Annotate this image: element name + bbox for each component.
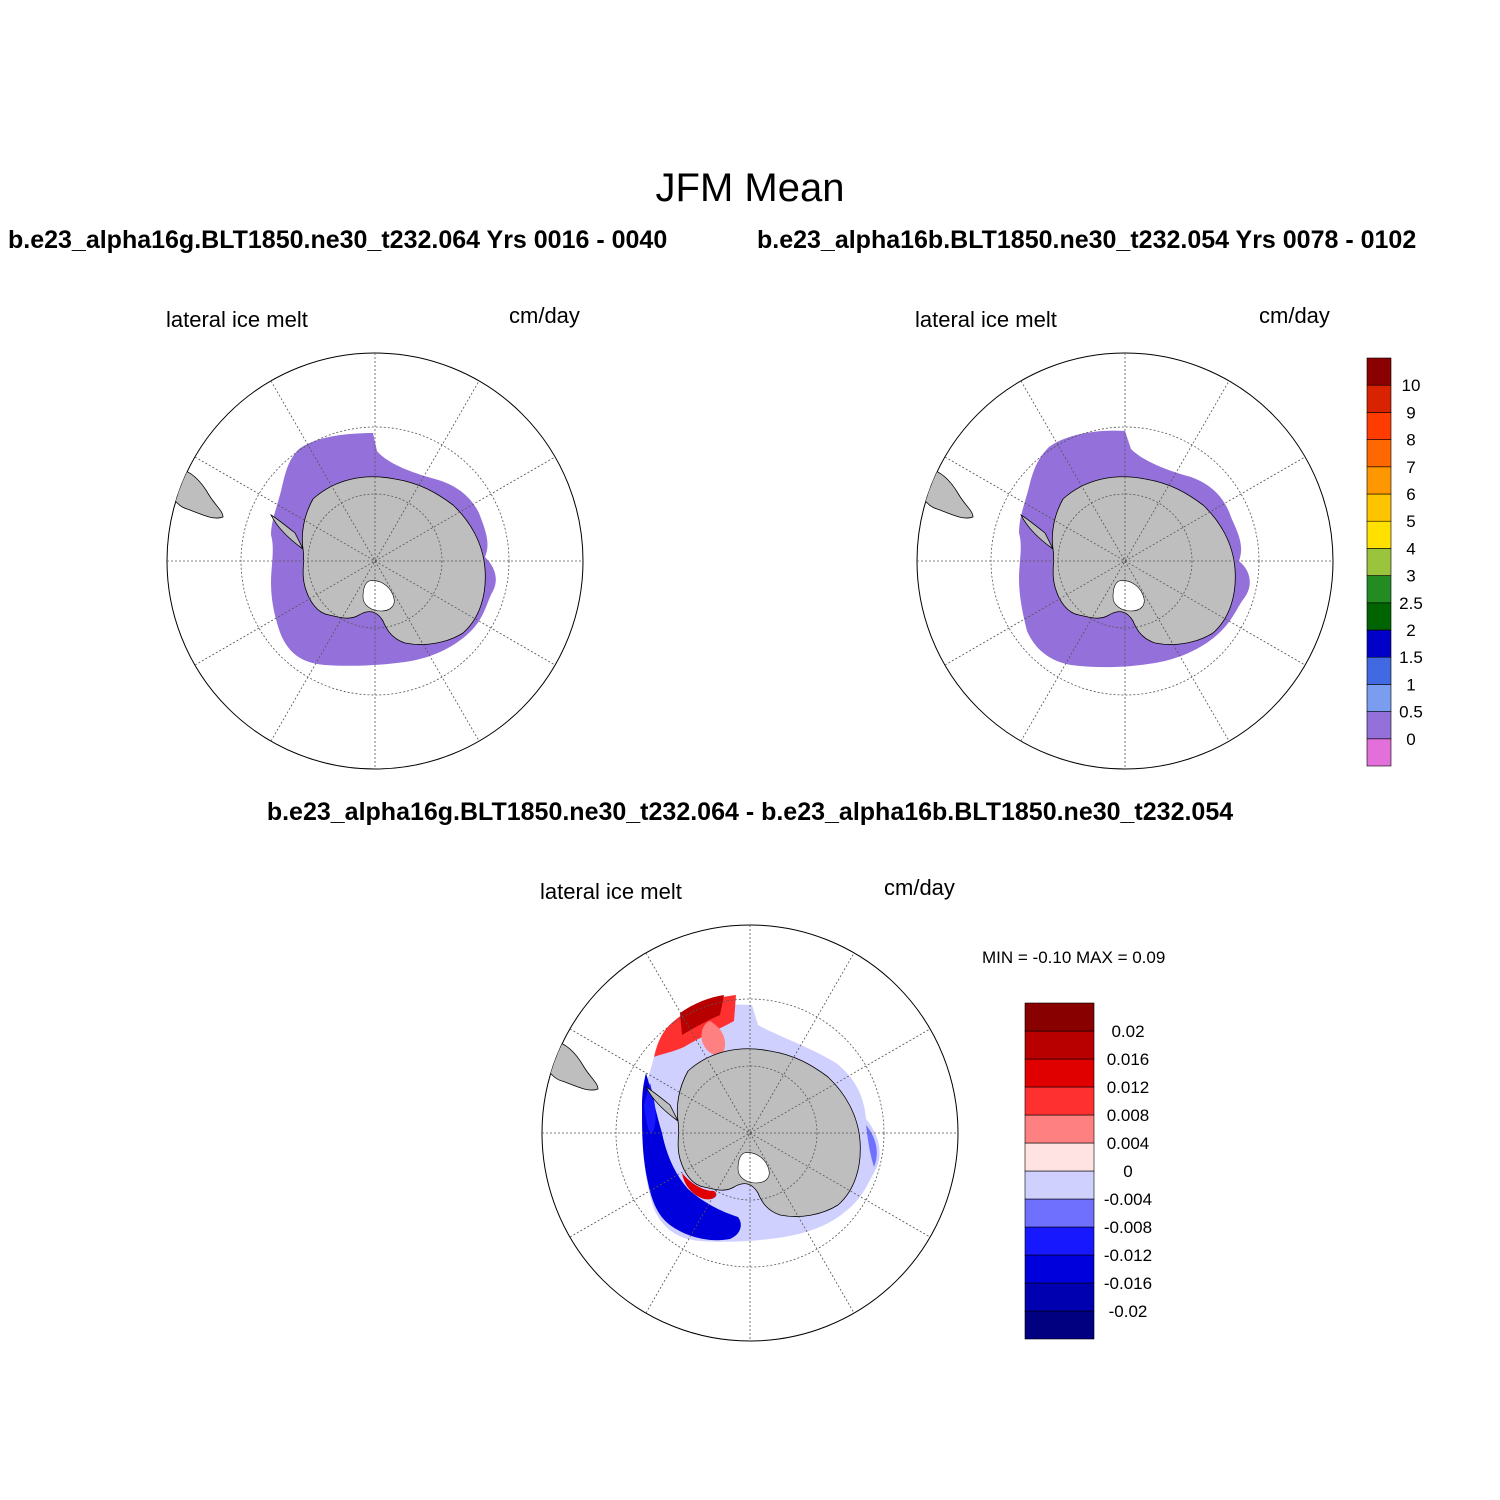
main-colorbar-swatch-14 — [1366, 357, 1392, 386]
main-colorbar-swatch-1 — [1366, 711, 1392, 740]
difference-colorbar-swatch-0 — [1024, 1310, 1095, 1340]
difference-pink-patch — [701, 1021, 726, 1055]
main-colorbar-tick-label: 10 — [1402, 376, 1421, 395]
difference-colorbar-swatch-7 — [1024, 1114, 1095, 1144]
difference-colorbar-tick-label: 0.02 — [1111, 1022, 1144, 1041]
main-colorbar-tick-label: 0 — [1406, 730, 1415, 749]
panel-2-polar-map — [916, 352, 1334, 770]
difference-colorbar-swatch-11 — [1024, 1002, 1095, 1032]
difference-colorbar-tick-label: 0 — [1123, 1162, 1132, 1181]
main-colorbar-tick-label: 5 — [1406, 512, 1415, 531]
difference-colorbar-tick-label: -0.012 — [1104, 1246, 1152, 1265]
difference-colorbar-swatch-3 — [1024, 1226, 1095, 1256]
main-colorbar-swatch-9 — [1366, 493, 1392, 522]
main-colorbar-tick-label: 6 — [1406, 485, 1415, 504]
main-colorbar-tick-label: 4 — [1406, 539, 1415, 558]
difference-colorbar-tick-label: 0.008 — [1107, 1106, 1150, 1125]
main-colorbar-swatch-13 — [1366, 384, 1392, 413]
main-colorbar-swatch-6 — [1366, 575, 1392, 604]
difference-colorbar-swatch-10 — [1024, 1030, 1095, 1060]
panel-1-units-label: cm/day — [509, 303, 580, 328]
main-colorbar-tick-label: 7 — [1406, 458, 1415, 477]
main-colorbar-swatch-8 — [1366, 520, 1392, 549]
main-colorbar-swatch-2 — [1366, 684, 1392, 712]
main-colorbar-tick-label: 2.5 — [1399, 594, 1423, 613]
main-colorbar-swatch-3 — [1366, 656, 1392, 685]
main-colorbar-tick-label: 1.5 — [1399, 648, 1423, 667]
main-colorbar-swatch-10 — [1366, 466, 1392, 495]
difference-colorbar-swatch-8 — [1024, 1086, 1095, 1116]
difference-colorbar-swatch-5 — [1024, 1170, 1095, 1200]
difference-polar-map — [541, 924, 959, 1342]
main-colorbar-tick-label: 0.5 — [1399, 703, 1423, 722]
difference-colorbar-swatch-1 — [1024, 1282, 1095, 1312]
main-colorbar-tick-label: 2 — [1406, 621, 1415, 640]
difference-colorbar-swatch-6 — [1024, 1142, 1095, 1172]
panel-2-case-title: b.e23_alpha16b.BLT1850.ne30_t232.054 Yrs… — [757, 226, 1417, 254]
difference-blue-east — [866, 1125, 877, 1167]
panel-1-field-label: lateral ice melt — [166, 307, 308, 332]
panel-1-case-title: b.e23_alpha16g.BLT1850.ne30_t232.064 Yrs… — [8, 226, 668, 254]
main-colorbar-tick-label: 9 — [1406, 403, 1415, 422]
main-colorbar-tick-label: 8 — [1406, 431, 1415, 450]
difference-colorbar-tick-label: 0.016 — [1107, 1050, 1150, 1069]
figure-title: JFM Mean — [655, 166, 845, 210]
difference-colorbar-tick-label: -0.016 — [1104, 1274, 1152, 1293]
difference-minmax: MIN = -0.10 MAX = 0.09 — [982, 948, 1166, 967]
difference-colorbar-tick-label: 0.012 — [1107, 1078, 1150, 1097]
main-colorbar-swatch-11 — [1366, 439, 1392, 468]
difference-title: b.e23_alpha16g.BLT1850.ne30_t232.064 - b… — [266, 798, 1234, 826]
difference-units-label: cm/day — [884, 875, 955, 900]
difference-colorbar-swatch-9 — [1024, 1058, 1095, 1088]
panel-2-units-label: cm/day — [1259, 303, 1330, 328]
main-colorbar-swatch-12 — [1366, 412, 1392, 440]
main-colorbar: 0 0.5 1 1.5 2 2.5 3 4 5 6 7 8 9 10 — [1366, 357, 1423, 767]
main-colorbar-swatch-4 — [1366, 629, 1392, 658]
difference-field-label: lateral ice melt — [540, 879, 682, 904]
difference-colorbar-tick-label: -0.02 — [1109, 1302, 1148, 1321]
main-colorbar-tick-label: 3 — [1406, 567, 1415, 586]
difference-colorbar-tick-label: -0.008 — [1104, 1218, 1152, 1237]
difference-red-coast — [682, 1173, 717, 1200]
difference-colorbar-tick-label: 0.004 — [1107, 1134, 1150, 1153]
difference-colorbar-tick-label: -0.004 — [1104, 1190, 1152, 1209]
main-colorbar-swatch-0 — [1366, 738, 1392, 767]
main-colorbar-tick-label: 1 — [1406, 675, 1415, 694]
difference-colorbar: -0.02 -0.016 -0.012 -0.008 -0.004 0 0.004 0.008… — [1024, 1002, 1152, 1340]
difference-dark-red-patch — [680, 995, 724, 1035]
main-colorbar-swatch-5 — [1366, 602, 1392, 631]
panel-2-field-label: lateral ice melt — [915, 307, 1057, 332]
difference-colorbar-swatch-2 — [1024, 1254, 1095, 1284]
panel-1-polar-map — [166, 352, 584, 770]
difference-blue-west — [642, 1073, 741, 1241]
main-colorbar-swatch-7 — [1366, 548, 1392, 576]
difference-colorbar-swatch-4 — [1024, 1198, 1095, 1228]
